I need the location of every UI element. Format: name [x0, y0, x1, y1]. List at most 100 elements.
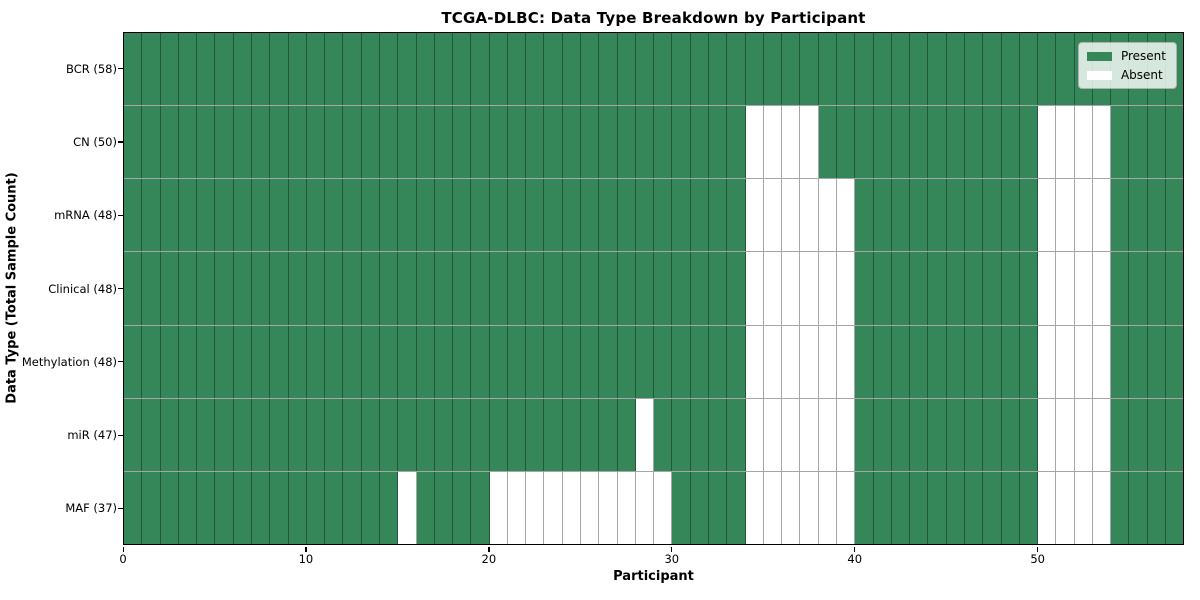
heatmap-cell-BCR-30 — [672, 33, 691, 106]
heatmap-cell-miR-56 — [1147, 398, 1167, 471]
heatmap-cell-MAF-51 — [1056, 471, 1075, 544]
heatmap-cell-Methylation-17 — [434, 325, 454, 398]
heatmap-cell-BCR-32 — [709, 33, 728, 106]
heatmap-cell-Methylation-14 — [379, 325, 399, 398]
heatmap-cell-CN-44 — [928, 106, 947, 179]
x-tick-mark — [305, 546, 307, 552]
heatmap-cell-mRNA-0 — [124, 179, 143, 252]
x-tick-label-30: 30 — [664, 552, 680, 566]
heatmap-cell-Methylation-9 — [288, 325, 307, 398]
x-tick-mark — [122, 546, 124, 552]
y-tick-label-MAF: MAF (37) — [65, 501, 117, 516]
heatmap-cell-mRNA-4 — [197, 179, 216, 252]
heatmap-cell-mRNA-55 — [1129, 179, 1148, 252]
heatmap-cell-Clinical-42 — [891, 252, 911, 325]
heatmap-cell-mRNA-20 — [489, 179, 508, 252]
heatmap-cell-CN-21 — [507, 106, 527, 179]
heatmap-cell-MAF-20 — [489, 471, 508, 544]
heatmap-cell-miR-14 — [379, 398, 399, 471]
heatmap-cell-Clinical-34 — [745, 252, 764, 325]
heatmap-cell-MAF-36 — [782, 471, 801, 544]
y-tick-mark — [118, 288, 123, 290]
heatmap-cell-CN-49 — [1019, 106, 1039, 179]
heatmap-cell-BCR-48 — [1001, 33, 1020, 106]
heatmap-cell-miR-51 — [1056, 398, 1075, 471]
heatmap-cell-BCR-8 — [270, 33, 289, 106]
heatmap-cell-MAF-21 — [507, 471, 527, 544]
heatmap-cell-CN-55 — [1129, 106, 1148, 179]
y-tick-mark — [118, 141, 123, 143]
heatmap-cell-BCR-45 — [946, 33, 965, 106]
heatmap-cell-CN-22 — [526, 106, 545, 179]
heatmap-cell-Methylation-13 — [361, 325, 380, 398]
heatmap-cell-MAF-8 — [270, 471, 289, 544]
heatmap-cell-mRNA-36 — [782, 179, 801, 252]
heatmap-cell-Methylation-47 — [983, 325, 1002, 398]
heatmap-cell-CN-10 — [306, 106, 326, 179]
heatmap-cell-mRNA-26 — [599, 179, 618, 252]
heatmap-cell-MAF-6 — [233, 471, 252, 544]
heatmap-cell-Methylation-55 — [1129, 325, 1148, 398]
heatmap-cell-miR-20 — [489, 398, 508, 471]
heatmap-cell-miR-27 — [617, 398, 636, 471]
heatmap-cell-mRNA-47 — [983, 179, 1002, 252]
heatmap-cell-miR-1 — [142, 398, 161, 471]
legend-label-absent: Absent — [1120, 68, 1163, 82]
heatmap-cell-CN-43 — [910, 106, 929, 179]
heatmap-cell-mRNA-8 — [270, 179, 289, 252]
heatmap-cell-Methylation-15 — [398, 325, 417, 398]
heatmap-cell-BCR-31 — [690, 33, 709, 106]
heatmap-cell-miR-55 — [1129, 398, 1148, 471]
heatmap-cell-mRNA-12 — [343, 179, 362, 252]
heatmap-cell-BCR-16 — [416, 33, 435, 106]
heatmap-cell-BCR-39 — [836, 33, 856, 106]
heatmap-cell-Methylation-56 — [1147, 325, 1167, 398]
heatmap-cell-mRNA-56 — [1147, 179, 1167, 252]
heatmap-cell-MAF-46 — [964, 471, 984, 544]
heatmap-cell-Methylation-18 — [453, 325, 472, 398]
legend-entry-present: Present — [1086, 50, 1166, 62]
heatmap-cell-MAF-18 — [453, 471, 472, 544]
heatmap-cell-miR-5 — [215, 398, 234, 471]
heatmap-cell-BCR-38 — [818, 33, 837, 106]
heatmap-cell-mRNA-22 — [526, 179, 545, 252]
heatmap-cell-mRNA-11 — [325, 179, 344, 252]
heatmap-cell-mRNA-45 — [946, 179, 965, 252]
y-axis-title: Data Type (Total Sample Count) — [4, 172, 20, 404]
heatmap-cell-Clinical-12 — [343, 252, 362, 325]
x-tick-label-50: 50 — [1030, 552, 1045, 566]
heatmap-row-MAF — [124, 471, 1184, 544]
heatmap-cell-miR-24 — [562, 398, 582, 471]
heatmap-cell-MAF-0 — [124, 471, 143, 544]
heatmap-cell-BCR-11 — [325, 33, 344, 106]
heatmap-row-miR — [124, 398, 1184, 472]
y-tick-mark — [118, 68, 123, 70]
heatmap-cell-Clinical-25 — [581, 252, 600, 325]
heatmap-cell-Clinical-14 — [379, 252, 399, 325]
heatmap-cell-mRNA-14 — [379, 179, 399, 252]
heatmap-cell-miR-29 — [654, 398, 673, 471]
heatmap-row-Methylation — [124, 325, 1184, 399]
heatmap-cell-CN-3 — [178, 106, 198, 179]
heatmap-cell-MAF-49 — [1019, 471, 1039, 544]
heatmap-cell-Clinical-24 — [562, 252, 582, 325]
y-tick-label-CN: CN (50) — [73, 134, 117, 149]
heatmap-cell-miR-52 — [1074, 398, 1093, 471]
heatmap-cell-miR-17 — [434, 398, 454, 471]
heatmap-cell-CN-25 — [581, 106, 600, 179]
heatmap-cell-CN-9 — [288, 106, 307, 179]
legend-entry-absent: Absent — [1086, 68, 1166, 82]
heatmap-cell-mRNA-49 — [1019, 179, 1039, 252]
heatmap-cell-Methylation-4 — [197, 325, 216, 398]
x-tick-mark — [671, 546, 673, 552]
heatmap-cell-BCR-50 — [1038, 33, 1057, 106]
heatmap-cell-miR-8 — [270, 398, 289, 471]
heatmap-cell-MAF-4 — [197, 471, 216, 544]
heatmap-cell-Methylation-7 — [251, 325, 271, 398]
heatmap-cell-miR-10 — [306, 398, 326, 471]
heatmap-cell-Methylation-50 — [1038, 325, 1057, 398]
heatmap-cell-Methylation-23 — [544, 325, 563, 398]
heatmap-cell-Clinical-22 — [526, 252, 545, 325]
heatmap-cell-mRNA-35 — [763, 179, 783, 252]
